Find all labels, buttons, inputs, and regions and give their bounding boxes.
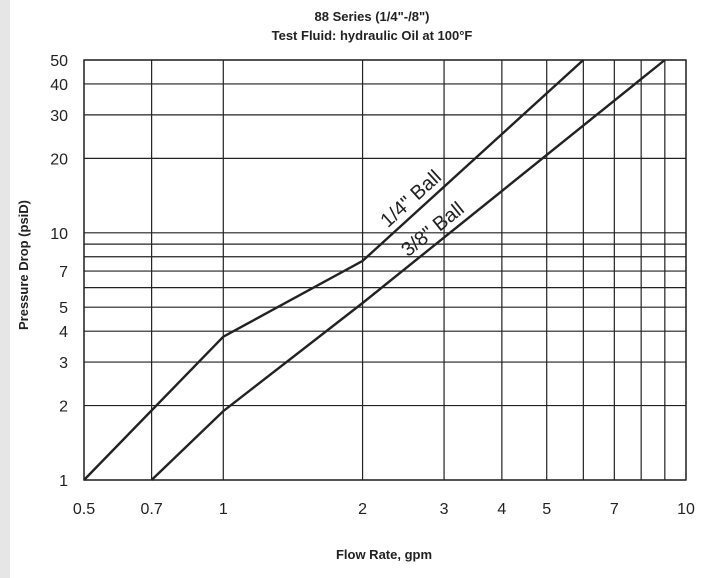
x-tick-label: 2 bbox=[358, 501, 367, 518]
tick-labels: 1 2 3 4 5 7 10 20 30 40 50 0.5 0.7 1 2 3 4 5 7 10 bbox=[50, 53, 695, 518]
x-tick-label: 10 bbox=[677, 501, 695, 518]
chart-subtitle: Test Fluid: hydraulic Oil at 100°F bbox=[272, 28, 473, 43]
y-tick-label: 10 bbox=[50, 226, 68, 243]
x-tick-label: 1 bbox=[219, 501, 228, 518]
x-tick-label: 0.7 bbox=[140, 501, 162, 518]
y-tick-label: 30 bbox=[50, 108, 68, 125]
y-axis-label: Pressure Drop (psiD) bbox=[16, 200, 31, 330]
y-tick-label: 7 bbox=[59, 264, 68, 281]
left-margin-band bbox=[0, 0, 10, 578]
y-tick-label: 2 bbox=[59, 399, 68, 416]
y-tick-label: 20 bbox=[50, 151, 68, 168]
x-tick-label: 3 bbox=[440, 501, 449, 518]
series-line-1 bbox=[150, 59, 666, 481]
plot-frame bbox=[83, 59, 687, 481]
x-axis-label: Flow Rate, gpm bbox=[336, 547, 432, 562]
x-tick-label: 7 bbox=[610, 501, 619, 518]
y-tick-label: 40 bbox=[50, 77, 68, 94]
grid bbox=[83, 59, 687, 481]
y-tick-label: 3 bbox=[59, 355, 68, 372]
x-tick-label: 0.5 bbox=[73, 501, 95, 518]
y-tick-label: 50 bbox=[50, 53, 68, 70]
series-lines bbox=[83, 59, 666, 481]
y-tick-label: 1 bbox=[59, 473, 68, 490]
chart-title: 88 Series (1/4"-/8") bbox=[315, 9, 430, 24]
y-tick-label: 5 bbox=[59, 300, 68, 317]
x-tick-label: 4 bbox=[497, 501, 506, 518]
series-line-0 bbox=[83, 59, 585, 481]
y-tick-label: 4 bbox=[59, 324, 68, 341]
x-tick-label: 5 bbox=[542, 501, 551, 518]
